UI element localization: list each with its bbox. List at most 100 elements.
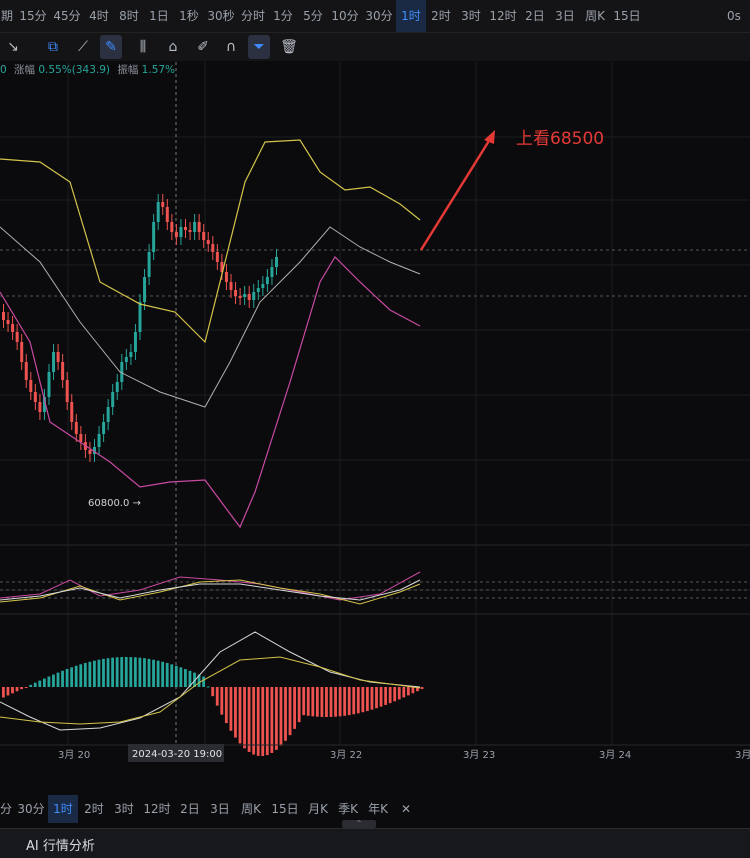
trash-icon[interactable]: 🗑 [280,39,298,55]
period-label: 期 [0,9,13,23]
timeframe-2[interactable]: 4时 [89,9,109,23]
macd-dea [0,656,421,725]
bottom-timeframe-12[interactable]: 年K [368,802,388,816]
bottom-timeframe-7[interactable]: 3日 [210,802,230,816]
x-axis-label-1: 3月 22 [330,749,362,761]
timeframe-12[interactable]: 1时 [396,0,426,32]
candle-body-54 [247,294,251,300]
macd-bar-51 [234,687,237,738]
macd-bar-39 [179,667,183,687]
magnet-icon[interactable]: ∩ [225,39,237,55]
draw-icon[interactable]: ✎ [100,35,122,59]
timeframe-0[interactable]: 15分 [19,9,47,23]
timeframe-8[interactable]: 1分 [273,9,293,23]
macd-bar-83 [379,687,383,707]
candle-body-39 [179,227,183,237]
bottom-timeframe-11[interactable]: 季K [338,802,358,816]
timeframe-11[interactable]: 30分 [365,9,393,23]
timeframe-19[interactable]: 15日 [613,9,641,23]
macd-bar-29 [133,657,137,687]
macd-bar-23 [106,658,110,687]
lock-icon[interactable]: ⌂ [168,39,178,55]
bottom-timeframe-0[interactable]: 分 [0,802,13,816]
macd-bar-79 [361,687,365,713]
timeframe-5[interactable]: 1秒 [179,9,199,23]
macd-bar-14 [65,669,69,687]
candle-body-15 [70,402,74,422]
bottom-timeframe-4[interactable]: 3时 [114,802,134,816]
macd-bar-86 [393,687,397,702]
candle-body-28 [129,352,133,357]
candle-body-0 [2,312,5,320]
x-axis-label-0: 3月 20 [58,749,90,761]
candle-body-25 [115,382,119,392]
macd-bar-60 [275,687,278,750]
timeframe-4[interactable]: 1日 [149,9,169,23]
macd-bar-46 [211,687,215,697]
timeframe-3[interactable]: 8时 [119,9,139,23]
candle-body-50 [229,282,233,290]
candle-body-8 [38,402,42,412]
edit-icon[interactable]: ✐ [197,39,209,55]
macd-bar-27 [124,657,128,687]
timeframe-7[interactable]: 分时 [240,9,265,23]
x-axis-label-3: 3月 24 [599,749,631,761]
candles-icon[interactable]: ⫼ [139,39,147,55]
bottom-timeframe-2[interactable]: 1时 [48,795,78,823]
macd-bar-72 [329,687,333,717]
cursor-icon[interactable]: ↘ [7,39,19,55]
bottom-timeframe-10[interactable]: 月K [308,802,328,816]
timeframe-1[interactable]: 45分 [53,9,81,23]
macd-bar-35 [161,661,165,687]
candle-body-13 [61,362,65,380]
timeframe-6[interactable]: 30秒 [207,9,235,23]
ruler-icon[interactable]: ⟋ [78,39,88,55]
macd-bar-66 [302,687,306,716]
copy-icon[interactable]: ⧉ [48,39,58,55]
filter-icon[interactable]: ⏷ [248,35,270,59]
timeframe-14[interactable]: 3时 [461,9,481,23]
timeframe-10[interactable]: 10分 [331,9,359,23]
candle-body-16 [74,422,78,434]
timeframe-13[interactable]: 2时 [431,9,451,23]
x-axis-label-4: 3月 [735,749,750,761]
macd-bar-84 [384,687,387,705]
timeframe-bar: 期 0s 15分 45分 4时 8时 1日 1秒 30秒 分时 1分 5分 10分 30分 1时 2时 3时… [0,0,750,33]
bottom-timeframe-9[interactable]: 15日 [271,802,299,816]
candle-body-47 [215,252,219,262]
macd-bar-90 [411,687,415,694]
candle-body-36 [165,207,169,222]
timeframe-18[interactable]: 周K [585,9,605,23]
candle-body-20 [93,447,96,454]
timeframe-15[interactable]: 12时 [489,9,517,23]
candle-body-38 [174,232,178,237]
macd-bar-7 [33,682,37,687]
macd-bar-45 [206,686,210,688]
candle-body-52 [238,296,242,298]
open-fragment: 0 [0,64,7,76]
bottom-timeframe-5[interactable]: 12时 [143,802,171,816]
panel-handle[interactable]: ⌃ [342,820,376,828]
annotation-label: 上看68500 [516,129,604,149]
macd-bar-24 [111,657,114,687]
amplitude-label: 振幅 [117,64,139,76]
price-chart[interactable]: 上看68500 60800.0 → 3月 20 3月 22 3月 23 3月 24 3月 20… [0,62,750,795]
candle-body-35 [161,202,165,207]
bottom-timeframe-3[interactable]: 2时 [84,802,104,816]
macd-bar-68 [311,687,315,717]
close-icon[interactable]: ✕ [400,802,412,816]
macd-bar-20 [93,660,96,687]
ai-analysis-bar[interactable]: AI 行情分析 [0,828,750,858]
bottom-timeframe-8[interactable]: 周K [241,802,261,816]
macd-bar-12 [56,672,60,687]
candle-body-26 [120,362,124,382]
bottom-timeframe-6[interactable]: 2日 [180,802,200,816]
timeframe-16[interactable]: 2日 [525,9,545,23]
timeframe-17[interactable]: 3日 [555,9,575,23]
macd-bar-55 [252,687,256,755]
candle-body-10 [47,372,51,397]
macd-bar-28 [129,657,133,687]
macd-bar-54 [247,687,251,752]
bottom-timeframe-1[interactable]: 30分 [17,802,45,816]
timeframe-9[interactable]: 5分 [303,9,323,23]
